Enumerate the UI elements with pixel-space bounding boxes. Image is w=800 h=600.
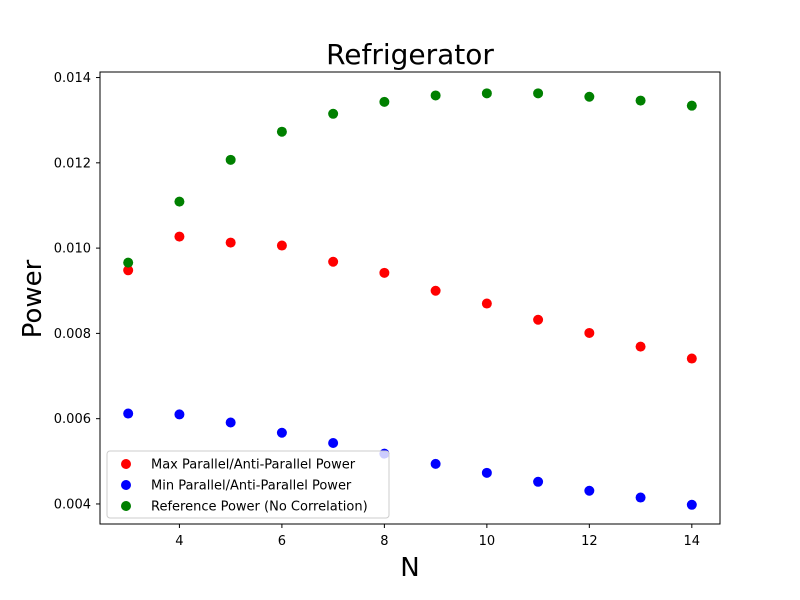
x-tick-label: 4 (175, 534, 183, 549)
y-tick-label: 0.012 (54, 156, 91, 171)
data-point (533, 476, 544, 487)
data-point (123, 257, 134, 268)
x-tick-label: 14 (684, 534, 701, 549)
data-point (123, 408, 134, 419)
data-point (225, 237, 236, 248)
data-point (328, 108, 339, 119)
data-point (174, 196, 185, 207)
data-point (174, 231, 185, 242)
y-tick-label: 0.010 (54, 242, 91, 257)
data-point (174, 409, 185, 420)
y-tick-label: 0.004 (54, 497, 91, 512)
data-point (584, 485, 595, 496)
data-point (533, 314, 544, 325)
legend-label: Reference Power (No Correlation) (151, 500, 368, 515)
legend-label: Min Parallel/Anti-Parallel Power (151, 479, 352, 494)
data-point (328, 437, 339, 448)
data-point (379, 96, 390, 107)
y-tick-label: 0.006 (54, 412, 91, 427)
x-tick-label: 8 (380, 534, 388, 549)
data-point (379, 267, 390, 278)
legend-label: Max Parallel/Anti-Parallel Power (151, 458, 356, 473)
data-point (328, 256, 339, 267)
data-point (430, 90, 441, 101)
data-point (481, 298, 492, 309)
data-point (686, 100, 697, 111)
legend-marker (121, 459, 131, 469)
data-point (276, 427, 287, 438)
legend: Max Parallel/Anti-Parallel Power Min Para… (106, 450, 390, 519)
x-axis-ticks: 4 6 8 10 12 14 (175, 524, 700, 549)
data-point (276, 126, 287, 137)
data-point (430, 458, 441, 469)
y-axis-label: Power (18, 259, 48, 338)
y-tick-label: 0.014 (54, 71, 91, 86)
data-point (225, 154, 236, 165)
legend-marker (121, 480, 131, 490)
data-point (584, 91, 595, 102)
plot-area-frame (99, 71, 721, 525)
data-point (686, 353, 697, 364)
series-3-points (123, 88, 697, 268)
x-tick-label: 6 (278, 534, 286, 549)
data-point (430, 285, 441, 296)
series-1-points (123, 231, 697, 364)
legend-box (106, 450, 390, 519)
data-point (123, 265, 134, 276)
y-axis-ticks: 0.004 0.006 0.008 0.010 0.012 0.014 (54, 71, 100, 512)
data-point (533, 88, 544, 99)
legend-marker (121, 501, 131, 511)
chart-title: Refrigerator (326, 38, 494, 71)
data-point (225, 417, 236, 428)
x-axis-label: N (400, 553, 419, 583)
data-point (481, 88, 492, 99)
data-point (481, 467, 492, 478)
y-tick-label: 0.008 (54, 327, 91, 342)
data-point (686, 499, 697, 510)
x-tick-label: 12 (581, 534, 598, 549)
x-tick-label: 10 (479, 534, 496, 549)
data-point (635, 95, 646, 106)
data-point (276, 240, 287, 251)
data-point (584, 327, 595, 338)
data-point (635, 492, 646, 503)
data-point (635, 341, 646, 352)
